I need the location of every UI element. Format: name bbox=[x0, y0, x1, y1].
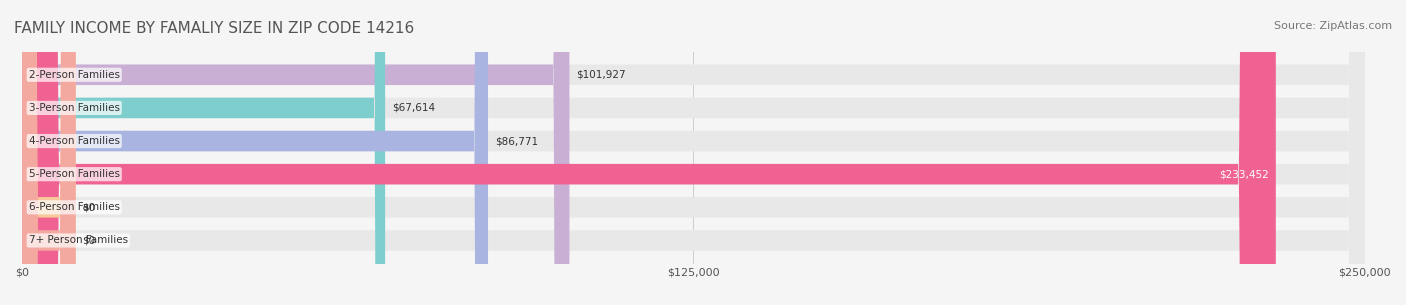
FancyBboxPatch shape bbox=[22, 0, 1365, 305]
Text: $0: $0 bbox=[83, 235, 96, 246]
Text: 2-Person Families: 2-Person Families bbox=[28, 70, 120, 80]
Text: Source: ZipAtlas.com: Source: ZipAtlas.com bbox=[1274, 21, 1392, 31]
Text: 6-Person Families: 6-Person Families bbox=[28, 202, 120, 212]
FancyBboxPatch shape bbox=[22, 0, 488, 305]
FancyBboxPatch shape bbox=[22, 0, 1275, 305]
FancyBboxPatch shape bbox=[22, 0, 1365, 305]
Text: 3-Person Families: 3-Person Families bbox=[28, 103, 120, 113]
FancyBboxPatch shape bbox=[22, 0, 385, 305]
Text: FAMILY INCOME BY FAMALIY SIZE IN ZIP CODE 14216: FAMILY INCOME BY FAMALIY SIZE IN ZIP COD… bbox=[14, 21, 415, 36]
FancyBboxPatch shape bbox=[22, 0, 1365, 305]
FancyBboxPatch shape bbox=[22, 0, 76, 305]
Text: $67,614: $67,614 bbox=[392, 103, 434, 113]
FancyBboxPatch shape bbox=[22, 0, 569, 305]
FancyBboxPatch shape bbox=[22, 0, 76, 305]
Text: 5-Person Families: 5-Person Families bbox=[28, 169, 120, 179]
Text: $101,927: $101,927 bbox=[576, 70, 626, 80]
Text: $86,771: $86,771 bbox=[495, 136, 538, 146]
FancyBboxPatch shape bbox=[22, 0, 1365, 305]
FancyBboxPatch shape bbox=[22, 0, 1365, 305]
Text: 7+ Person Families: 7+ Person Families bbox=[28, 235, 128, 246]
Text: $233,452: $233,452 bbox=[1219, 169, 1270, 179]
Text: 4-Person Families: 4-Person Families bbox=[28, 136, 120, 146]
FancyBboxPatch shape bbox=[22, 0, 1365, 305]
Text: $0: $0 bbox=[83, 202, 96, 212]
